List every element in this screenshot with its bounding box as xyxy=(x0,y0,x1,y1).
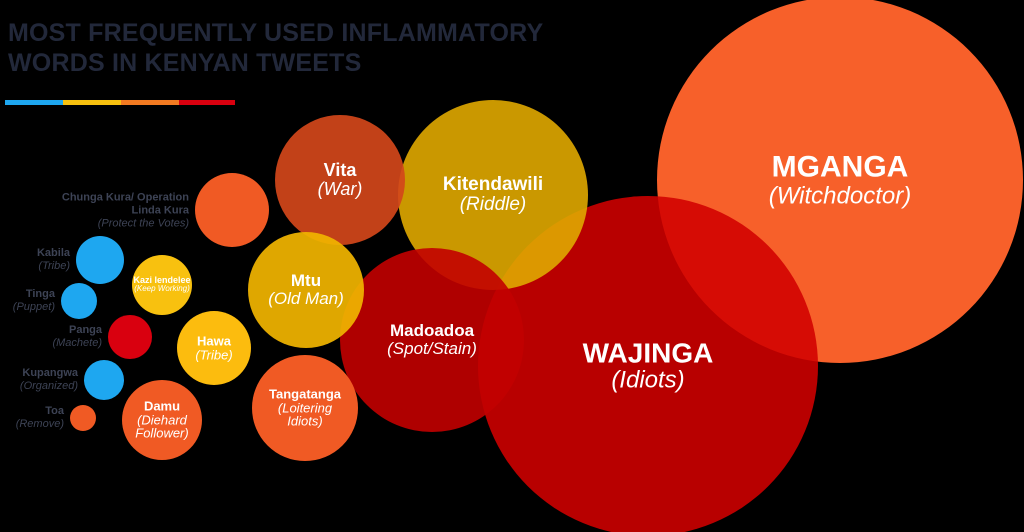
translation: (Protect the Votes) xyxy=(97,217,189,230)
bubble-label: MGANGA (Witchdoctor) xyxy=(710,152,970,209)
translation: (Spot/Stain) xyxy=(387,339,477,358)
bubble xyxy=(177,311,251,385)
bubble-label: Kazi lendelee (Keep Working) xyxy=(132,275,192,294)
translation: (Keep Working) xyxy=(134,284,190,294)
bubble xyxy=(84,360,124,400)
bubble-label: Toa (Remove) xyxy=(0,405,64,431)
word: Madoadoa xyxy=(389,321,475,341)
stripe xyxy=(179,100,235,105)
word: Tinga xyxy=(25,288,55,300)
stripe xyxy=(121,100,179,105)
bubble xyxy=(108,315,152,359)
translation: (Tribe) xyxy=(38,260,70,272)
word: Kupangwa xyxy=(22,367,78,379)
bubble xyxy=(61,283,97,319)
word: MGANGA xyxy=(771,150,909,184)
translation: (Tribe) xyxy=(195,347,233,362)
word: Kitendawili xyxy=(442,174,544,196)
word: Tangatanga xyxy=(269,386,341,402)
word: Kazi lendelee xyxy=(133,275,191,286)
stripe xyxy=(5,100,63,105)
translation: (Machete) xyxy=(52,337,102,349)
word: Hawa xyxy=(197,333,231,349)
translation: (Riddle) xyxy=(459,194,527,215)
word: Panga xyxy=(68,324,102,336)
word: Kabila xyxy=(36,247,70,259)
translation: (Witchdoctor) xyxy=(768,182,912,210)
word: Mtu xyxy=(290,271,322,291)
word: Damu xyxy=(143,398,181,414)
translation: (Old Man) xyxy=(268,289,344,308)
bubble-label: Damu (Diehard Follower) xyxy=(126,398,198,441)
bubble-label: Kupangwa (Organized) xyxy=(0,367,78,393)
bubble xyxy=(252,355,358,461)
bubble xyxy=(478,196,818,532)
bubble-label: Hawa (Tribe) xyxy=(179,334,249,361)
bubble xyxy=(132,255,192,315)
bubble-label: Chunga Kura/ Operation Linda Kura (Protec… xyxy=(49,192,189,231)
bubble-label: Panga (Machete) xyxy=(22,324,102,350)
bubble xyxy=(340,248,524,432)
bubble xyxy=(195,173,269,247)
bubble xyxy=(122,380,202,460)
translation: (Loitering Idiots) xyxy=(277,400,333,429)
translation: (Remove) xyxy=(15,418,64,430)
translation: (Organized) xyxy=(19,380,78,392)
stripe xyxy=(63,100,121,105)
bubble-label: Tangatanga (Loitering Idiots) xyxy=(260,386,350,429)
translation: (War) xyxy=(317,179,363,199)
bubble xyxy=(76,236,124,284)
translation: (Puppet) xyxy=(12,301,55,313)
bubble-label: Mtu (Old Man) xyxy=(246,272,366,308)
bubble-label: Madoadoa (Spot/Stain) xyxy=(352,322,512,358)
word: WAJINGA xyxy=(582,337,714,369)
bubble-label: Kitendawili (Riddle) xyxy=(408,175,578,215)
word: Toa xyxy=(45,405,64,417)
bubble xyxy=(248,232,364,348)
bubble-label: Tinga (Puppet) xyxy=(0,288,55,314)
bubble xyxy=(275,115,405,245)
title: MOST FREQUENTLY USED INFLAMMATORY WORDS … xyxy=(8,19,543,77)
bubble-label: WAJINGA (Idiots) xyxy=(518,337,778,395)
word: Chunga Kura/ Operation Linda Kura xyxy=(61,191,189,217)
bubble xyxy=(398,100,588,290)
translation: (Diehard Follower) xyxy=(135,412,189,441)
translation: (Idiots) xyxy=(611,367,685,395)
bubble-label: Vita (War) xyxy=(280,161,400,199)
word: Vita xyxy=(323,160,357,181)
bubble xyxy=(70,405,96,431)
bubble-label: Kabila (Tribe) xyxy=(0,247,70,273)
